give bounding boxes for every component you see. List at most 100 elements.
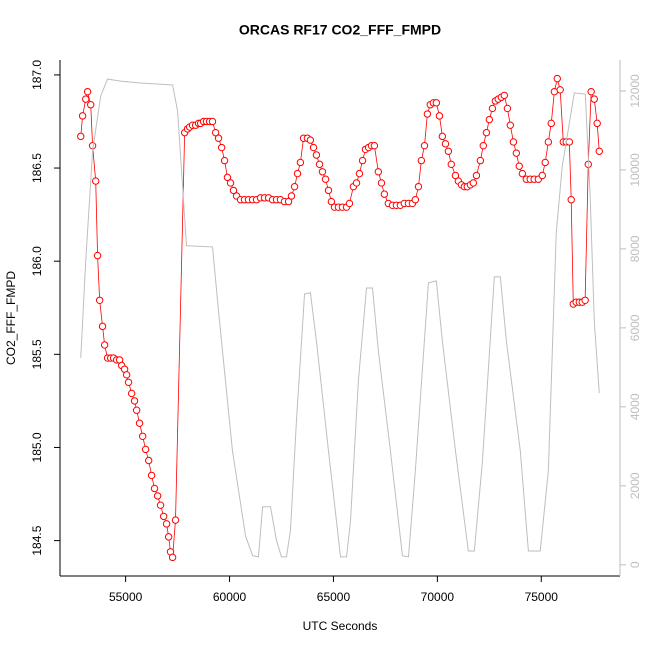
data-point [441,140,450,148]
data-point [500,91,508,100]
data-point [78,112,87,120]
y2-tick-label: 2000 [628,472,642,499]
data-point [144,456,153,465]
data-point [93,251,102,260]
data-point [485,115,494,124]
data-point [451,171,460,180]
y2-tick-label: 6000 [628,314,642,341]
data-point [479,141,487,150]
data-point [345,199,354,208]
data-point [318,168,327,176]
data-point [414,182,423,191]
data-point [217,143,226,152]
data-point [309,143,318,152]
data-point [358,156,367,165]
data-point [352,179,361,187]
y2-tick-label: 8000 [628,235,642,262]
data-point [98,322,107,331]
data-point [435,112,444,120]
data-point [220,156,229,165]
data-point [306,136,315,144]
data-point [147,471,156,480]
y2-tick-label: 12000 [628,74,642,108]
data-point [411,196,420,204]
data-point [515,162,523,170]
data-point [506,121,515,129]
data-point [482,128,491,137]
data-point [214,134,223,142]
data-point [593,119,601,128]
data-point [290,182,299,191]
data-point [100,341,109,349]
x-tick-label: 55000 [109,590,143,604]
data-point [581,296,589,305]
data-point [380,190,389,198]
y-tick-label: 186.5 [30,153,44,183]
data-point [296,158,305,167]
y-tick-label: 186.0 [30,246,44,276]
data-point [547,119,555,128]
data-point [150,484,159,493]
data-point [420,141,429,150]
y-tick-label: 187.0 [30,60,44,90]
data-point [168,553,177,562]
data-point [141,445,150,454]
data-point [567,196,575,204]
data-point [92,177,100,185]
data-point [153,492,162,500]
data-point [355,169,364,178]
data-point [122,371,131,379]
y-axis-label: CO2_FFF_FMPD [4,271,18,365]
data-point [132,406,141,414]
data-point [370,141,379,150]
data-point [556,86,564,94]
data-point [377,179,386,187]
data-point [77,132,85,141]
y-tick-label: 185.0 [30,432,44,462]
data-point [423,110,432,118]
data-point [287,192,296,200]
co2-line [80,78,600,558]
data-point [226,179,235,187]
y-tick-label: 184.5 [30,525,44,555]
data-point [127,389,136,398]
data-point [469,179,478,187]
data-point [82,95,90,103]
y2-tick-label: 4000 [628,393,642,420]
x-tick-label: 70000 [421,590,455,604]
data-point [321,175,330,183]
data-point [544,138,553,146]
data-point [315,160,324,169]
x-tick-label: 75000 [525,590,559,604]
data-point [284,197,293,206]
data-point [211,128,220,137]
data-point [130,397,139,405]
data-point [324,186,333,195]
data-point [444,147,453,155]
data-point [417,156,426,165]
data-point [95,296,104,305]
data-point [229,186,238,195]
data-point [447,160,455,169]
data-point [208,117,217,126]
data-point [223,173,232,182]
data-point [156,501,165,509]
data-point [476,156,485,165]
data-point [541,158,549,167]
y2-tick-label: 10000 [628,153,642,187]
data-point [83,87,92,96]
x-tick-label: 65000 [317,590,351,604]
data-point [438,132,447,141]
data-point [472,171,481,180]
data-point [312,151,321,159]
data-point [162,520,171,528]
data-point [327,197,336,206]
data-point [512,149,521,157]
x-axis-label: UTC Seconds [303,619,378,633]
data-point [293,169,302,178]
data-point [538,171,547,180]
data-point [595,147,603,155]
data-point [135,419,144,427]
data-point [171,516,180,524]
data-point [124,378,133,386]
